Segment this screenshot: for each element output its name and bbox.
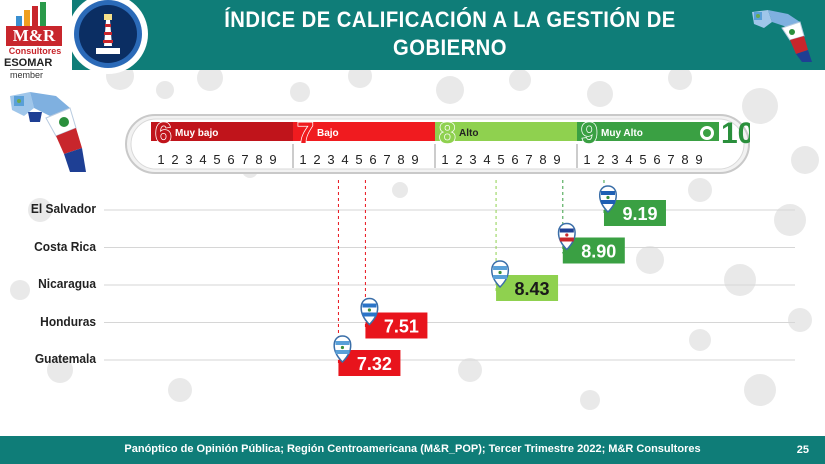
scale-tick-label: 4 [625, 152, 632, 167]
page-number: 25 [796, 444, 809, 456]
scale-tick-label: 1 [441, 152, 448, 167]
country-label: El Salvador [30, 201, 97, 216]
scale-tick-label: 3 [185, 152, 192, 167]
title-line-1: ÍNDICE DE CALIFICACIÓN A LA GESTIÓN DE [224, 7, 676, 32]
scale-band-bajo [293, 122, 435, 141]
scale-tick-label: 4 [199, 152, 206, 167]
value-label: 7.32 [357, 354, 392, 374]
scale-number: 7 [297, 117, 314, 150]
scale-tick-label: 8 [681, 152, 688, 167]
data-point: 7.51 [360, 297, 428, 339]
data-point: 7.32 [333, 335, 401, 376]
scale-tick-label: 7 [383, 152, 390, 167]
background-pattern [10, 70, 819, 410]
value-label: 8.43 [515, 279, 550, 299]
scale-number: 6 [155, 117, 172, 150]
value-badge [603, 200, 666, 226]
scale-tick-label: 3 [611, 152, 618, 167]
scale-tick-label: 9 [695, 152, 702, 167]
logo-esomar: ESOMAR [4, 57, 53, 69]
el-salvador-flag-icon [598, 185, 617, 214]
data-point: 8.43 [491, 260, 559, 301]
scale-tick-label: 7 [525, 152, 532, 167]
lighthouse-logo-icon [68, 0, 148, 74]
country-label: Honduras [40, 313, 96, 329]
scale-tick-label: 4 [341, 152, 348, 167]
scale-number: 8 [439, 117, 456, 150]
scale-tick-label: 4 [483, 152, 490, 167]
value-badge [338, 350, 401, 376]
scale-tick-label: 1 [299, 152, 306, 167]
company-logo: M&R Consultores ESOMAR member [0, 0, 72, 80]
title-line-2: GOBIERNO [393, 35, 507, 60]
scale-tick-label: 7 [241, 152, 248, 167]
scale-tick-label: 6 [369, 152, 376, 167]
value-label: 8.90 [581, 242, 616, 262]
scale-tick-label: 5 [497, 152, 504, 167]
scale-tick-label: 6 [227, 152, 234, 167]
scale-tick-label: 9 [411, 152, 418, 167]
value-label: 9.19 [622, 204, 657, 224]
central-america-map-icon [10, 92, 86, 172]
scale-range-label: Alto [459, 128, 478, 139]
rating-chart: 9.19 8.90 8.43 7.51 7.32 [104, 180, 795, 376]
central-america-map-icon [752, 10, 812, 62]
scale-number: 9 [581, 117, 598, 150]
value-badge [562, 237, 625, 264]
scale-band-muy-alto [577, 122, 719, 141]
scale-tick-label: 6 [511, 152, 518, 167]
scale-tick-label: 7 [667, 152, 674, 167]
scale-tick-label: 2 [171, 152, 178, 167]
country-label: Nicaragua [38, 276, 96, 291]
scale-band-muy-bajo [151, 122, 293, 141]
country-label: Guatemala [34, 351, 96, 366]
value-label: 7.51 [384, 317, 419, 337]
scale-tick-label: 9 [553, 152, 560, 167]
scale-tick-label: 5 [355, 152, 362, 167]
scale-tick-label: 5 [639, 152, 646, 167]
scale-tick-label: 8 [539, 152, 546, 167]
value-badge [496, 275, 559, 301]
costa-rica-flag-icon [557, 222, 576, 251]
scale-tick-label: 6 [653, 152, 660, 167]
scale-tick-label: 8 [397, 152, 404, 167]
scale-tick-label: 2 [313, 152, 320, 167]
value-badge [365, 312, 428, 339]
scale-band-alto [435, 122, 577, 141]
scale-tick-label: 9 [269, 152, 276, 167]
scale-tick-label: 2 [455, 152, 462, 167]
scale-tick-label: 3 [469, 152, 476, 167]
scale-tick-label: 1 [583, 152, 590, 167]
logo-member: member [10, 69, 44, 80]
data-point: 9.19 [598, 185, 666, 226]
logo-sub: Consultores [8, 46, 62, 56]
logo-brand: M&R [6, 26, 62, 46]
nicaragua-flag-icon [491, 260, 510, 289]
honduras-flag-icon [360, 297, 379, 326]
source-note: Panóptico de Opinión Pública; Región Cen… [124, 443, 701, 455]
country-label: Costa Rica [34, 238, 96, 254]
scale-tick-label: 8 [255, 152, 262, 167]
scale-range-label: Muy Alto [601, 128, 643, 139]
scale-end-number: 10 [721, 117, 750, 150]
footer-bar: Panóptico de Opinión Pública; Región Cen… [0, 436, 825, 464]
scale-range-label: Bajo [317, 128, 339, 139]
guatemala-flag-icon [333, 335, 352, 364]
scale-tick-label: 2 [597, 152, 604, 167]
scale-tick-label: 5 [213, 152, 220, 167]
scale-tick-label: 1 [157, 152, 164, 167]
data-point: 8.90 [557, 222, 625, 264]
scale-tick-label: 3 [327, 152, 334, 167]
page-title: ÍNDICE DE CALIFICACIÓN A LA GESTIÓN DE G… [174, 6, 726, 62]
scale-range-label: Muy bajo [175, 128, 218, 139]
bar-logo-icon [16, 2, 46, 26]
